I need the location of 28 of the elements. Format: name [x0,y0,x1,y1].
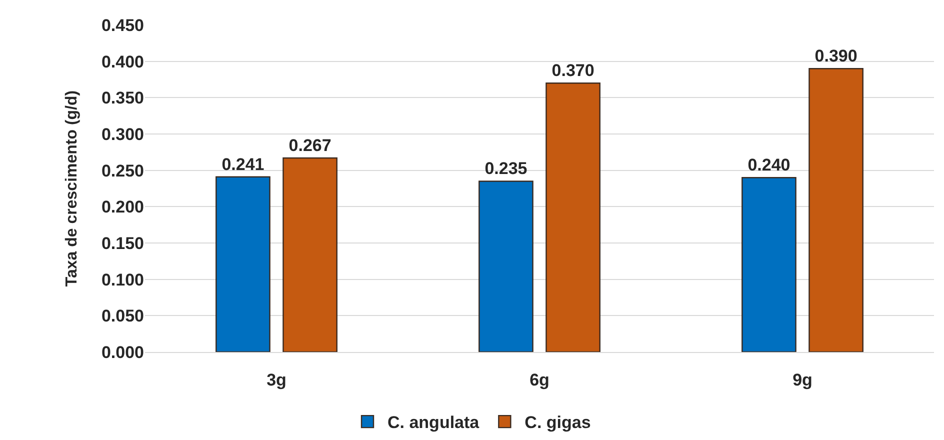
legend-label: C. gigas [524,413,591,432]
x-tick-label: 6g [530,370,550,390]
data-label: 0.241 [222,154,264,174]
data-label: 0.235 [484,159,528,178]
y-tick-label: 0.400 [101,52,144,72]
bar [478,180,534,352]
bar [546,82,600,352]
y-axis-title: Taxa de crescimento (g/d) [63,90,80,287]
bar [282,157,338,352]
x-tick-label: 3g [266,370,286,390]
bar [216,176,270,352]
bar [742,177,796,352]
y-tick-label: 0.450 [101,16,144,35]
y-tick-label: 0.300 [101,124,144,144]
bar [808,68,864,352]
y-tick-label: 0.200 [101,198,144,217]
x-tick-label: 9g [792,370,812,390]
y-tick-label: 0.250 [101,161,144,180]
data-label: 0.390 [814,46,858,66]
y-tick-label: 0.150 [101,234,144,253]
y-tick-label: 0.050 [101,306,144,326]
y-tick-label: 0.000 [101,342,144,362]
data-label: 0.370 [552,61,594,80]
y-tick-label: 0.350 [101,88,144,108]
legend-label: C. angulata [388,413,480,432]
data-label: 0.267 [288,136,332,155]
y-tick-label: 0.100 [101,270,144,290]
data-label: 0.240 [748,156,790,175]
